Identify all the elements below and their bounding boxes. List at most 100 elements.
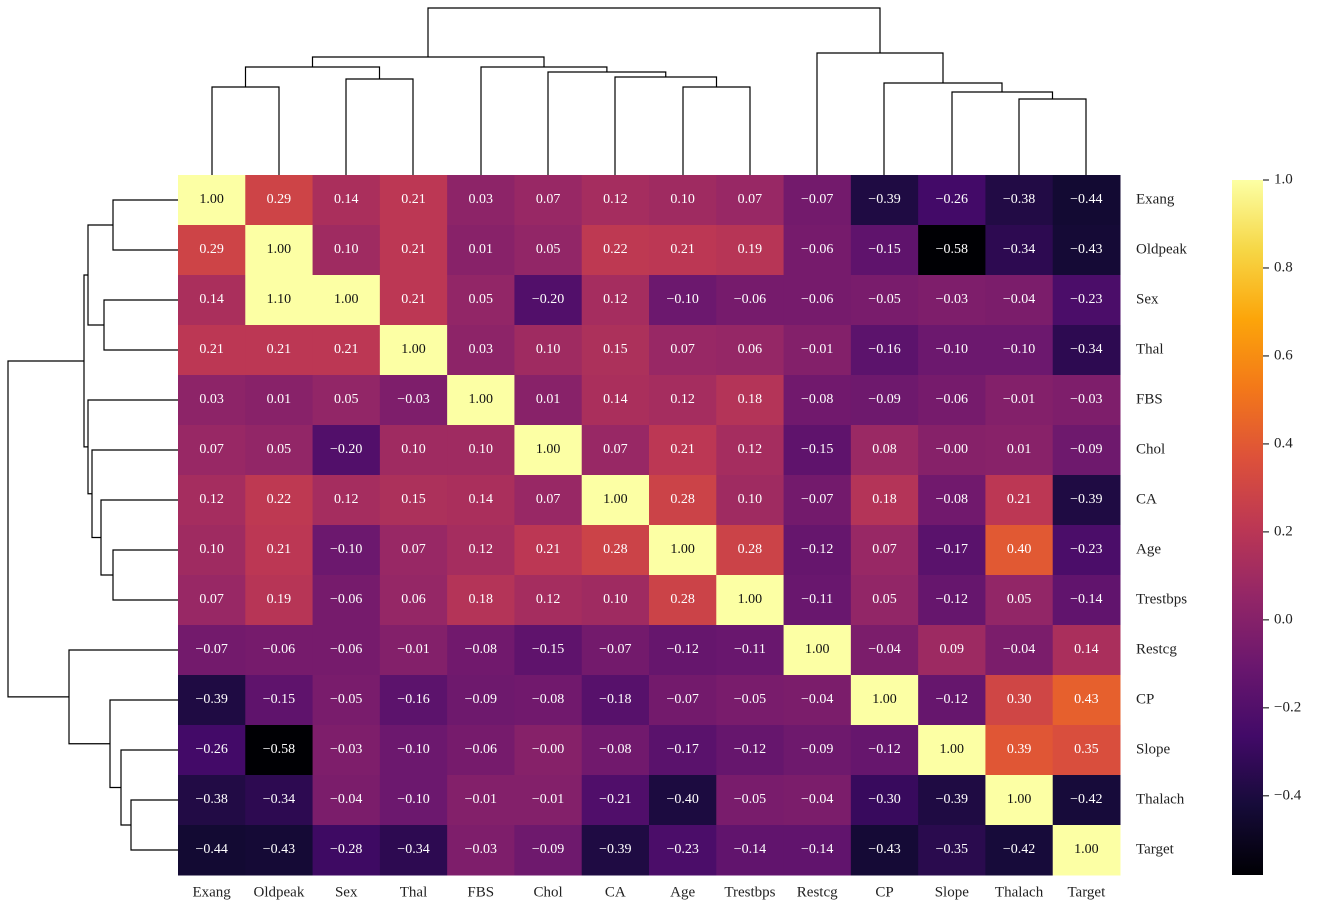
- heatmap-cell: [581, 225, 650, 276]
- heatmap-cell: [783, 675, 852, 726]
- cell-value-label: 0.18: [738, 392, 763, 407]
- cell-value-label: −0.11: [801, 592, 833, 607]
- cell-value-label: −0.03: [936, 292, 968, 307]
- cell-value-label: −0.03: [330, 742, 362, 757]
- cell-value-label: 0.07: [199, 442, 224, 457]
- cell-value-label: −0.01: [1003, 392, 1035, 407]
- x-tick-label: Sex: [335, 884, 358, 900]
- cell-value-label: −0.03: [1070, 392, 1102, 407]
- heatmap-cell: [649, 375, 717, 426]
- cell-value-label: −0.01: [801, 342, 833, 357]
- heatmap-cell: [985, 375, 1054, 426]
- heatmap-cell: [1052, 675, 1121, 726]
- cell-value-label: −0.14: [734, 842, 766, 857]
- cell-value-label: −0.20: [532, 292, 564, 307]
- heatmap-cell: [178, 175, 246, 226]
- cell-value-label: 0.10: [738, 492, 763, 507]
- heatmap-cell: [850, 725, 919, 776]
- heatmap-cell: [379, 175, 448, 226]
- cell-value-label: 0.21: [670, 242, 695, 257]
- cell-value-label: −0.12: [936, 692, 968, 707]
- cell-value-label: 1.00: [940, 742, 965, 757]
- cell-value-label: −0.04: [330, 792, 362, 807]
- cell-value-label: 0.28: [670, 592, 695, 607]
- y-tick-label: Target: [1136, 841, 1175, 857]
- heatmap-cell: [178, 225, 246, 276]
- cell-value-label: −0.07: [195, 642, 227, 657]
- heatmap-cell: [985, 425, 1054, 476]
- heatmap-cell: [379, 775, 448, 826]
- cell-value-label: 0.07: [401, 542, 426, 557]
- heatmap-cell: [178, 525, 246, 576]
- heatmap-cell: [514, 825, 583, 876]
- cell-value-label: 0.28: [670, 492, 695, 507]
- cell-value-label: 0.10: [334, 242, 359, 257]
- heatmap-cell: [312, 225, 381, 276]
- heatmap-cell: [447, 775, 515, 826]
- cell-value-label: −0.05: [868, 292, 900, 307]
- heatmap-cell: [581, 675, 650, 726]
- cell-value-label: 0.03: [469, 342, 494, 357]
- cell-value-label: −0.04: [1003, 642, 1035, 657]
- cell-value-label: 0.39: [1007, 742, 1032, 757]
- heatmap-cell: [178, 575, 246, 626]
- heatmap-cell: [850, 175, 919, 226]
- cell-value-label: −0.07: [801, 192, 833, 207]
- cell-value-label: 0.06: [401, 592, 426, 607]
- heatmap-cell: [379, 275, 448, 326]
- heatmap-cell: [379, 225, 448, 276]
- cell-value-label: −0.09: [465, 692, 497, 707]
- cell-value-label: −0.43: [1070, 242, 1102, 257]
- heatmap-cell: [850, 575, 919, 626]
- cell-value-label: −0.04: [801, 692, 833, 707]
- heatmap-cell: [514, 525, 583, 576]
- cell-value-label: 0.21: [267, 542, 292, 557]
- heatmap-cell: [783, 525, 852, 576]
- heatmap-cell: [514, 175, 583, 226]
- heatmap-cell: [245, 775, 314, 826]
- heatmap-cell: [581, 725, 650, 776]
- x-tick-label: FBS: [467, 884, 494, 900]
- heatmap-cell: [1052, 775, 1121, 826]
- cell-value-label: −0.42: [1070, 792, 1102, 807]
- colorbar-tick-label: −0.4: [1274, 787, 1302, 803]
- cell-value-label: −0.43: [263, 842, 295, 857]
- cell-value-label: −0.39: [936, 792, 968, 807]
- heatmap-cell: [649, 525, 717, 576]
- cell-value-label: −0.04: [801, 792, 833, 807]
- heatmap-cell: [581, 375, 650, 426]
- cell-value-label: 0.28: [738, 542, 763, 557]
- cell-value-label: −0.10: [330, 542, 362, 557]
- x-tick-label: Oldpeak: [254, 884, 305, 900]
- y-tick-label: Exang: [1136, 191, 1175, 207]
- cell-value-label: −0.06: [801, 292, 833, 307]
- cell-value-label: −0.23: [1070, 292, 1102, 307]
- heatmap-cell: [514, 325, 583, 376]
- heatmap-cell: [245, 725, 314, 776]
- cell-value-label: 0.30: [1007, 692, 1032, 707]
- cell-value-label: 0.05: [536, 242, 561, 257]
- x-tick-label: CA: [605, 884, 626, 900]
- cell-value-label: 0.21: [536, 542, 561, 557]
- heatmap-cell: [312, 825, 381, 876]
- heatmap-cell: [379, 675, 448, 726]
- cell-value-label: −0.21: [599, 792, 631, 807]
- heatmap-cell: [245, 475, 314, 526]
- cell-value-label: −0.34: [397, 842, 429, 857]
- cell-value-label: −0.08: [532, 692, 564, 707]
- cell-value-label: 0.35: [1074, 742, 1099, 757]
- cell-value-label: −0.10: [1003, 342, 1035, 357]
- cell-value-label: 0.12: [469, 542, 494, 557]
- cell-value-label: −0.12: [936, 592, 968, 607]
- cell-value-label: 0.18: [469, 592, 494, 607]
- heatmap-cell: [379, 325, 448, 376]
- cell-value-label: 0.07: [536, 192, 561, 207]
- heatmap-cell: [918, 375, 986, 426]
- heatmap-cell: [850, 225, 919, 276]
- cell-value-label: −0.07: [801, 492, 833, 507]
- heatmap-cell: [581, 475, 650, 526]
- heatmap-cell: [985, 225, 1054, 276]
- cell-value-label: −0.23: [666, 842, 698, 857]
- x-tick-label: CP: [875, 884, 893, 900]
